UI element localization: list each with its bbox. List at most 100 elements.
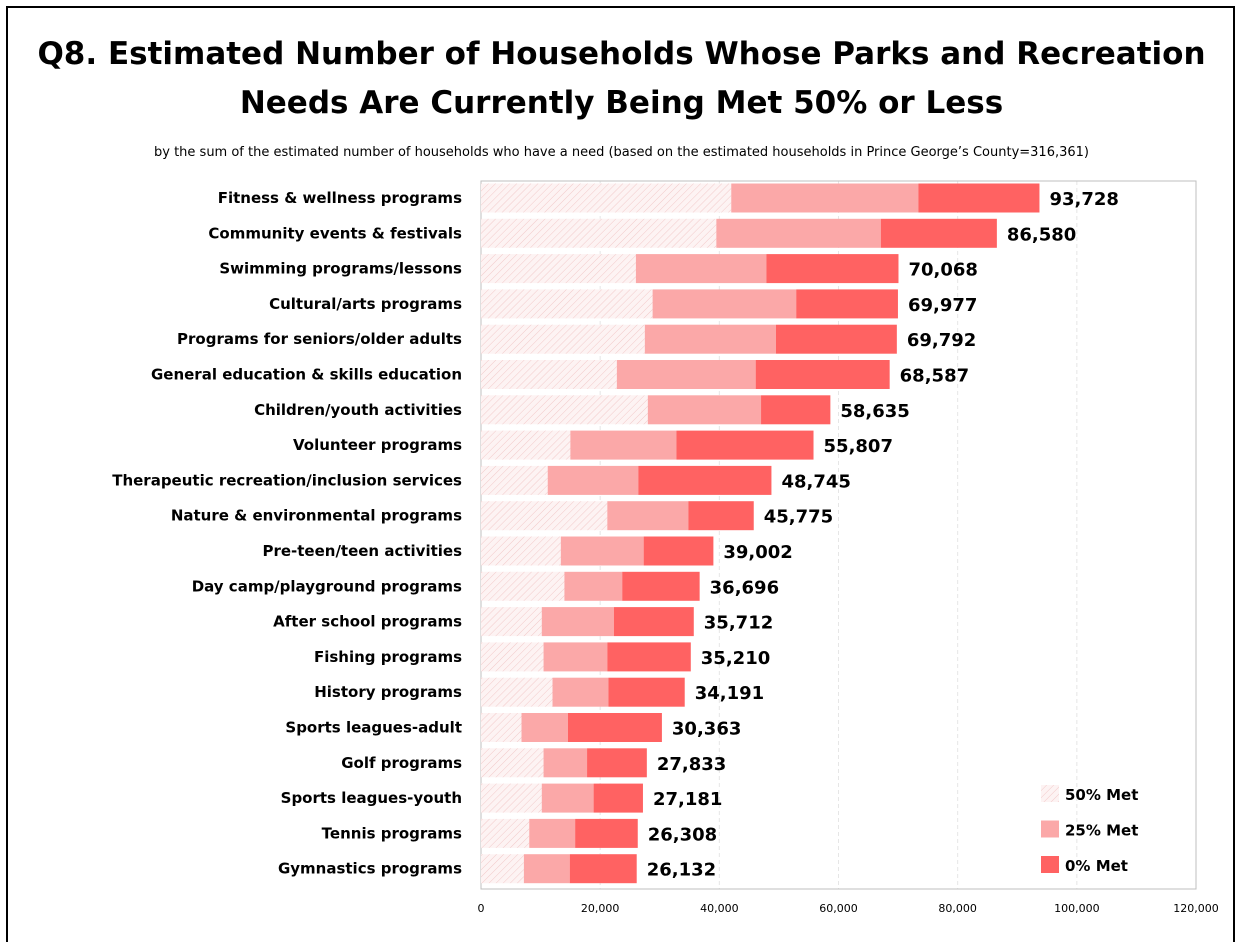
bar-50-met <box>481 713 522 742</box>
bar-25-met <box>552 677 609 707</box>
category-label: General education & skills education <box>151 366 462 384</box>
bar-25-met <box>607 501 689 531</box>
bar-25-met <box>560 536 644 566</box>
bar-50-met <box>481 465 548 495</box>
bar-50-met <box>481 677 553 707</box>
category-label: Nature & environmental programs <box>171 507 462 525</box>
category-label: Children/youth activities <box>254 401 462 419</box>
bar-25-met <box>521 713 568 742</box>
bar-0-met <box>918 183 1040 213</box>
bar-25-met <box>543 748 588 778</box>
category-label: Cultural/arts programs <box>269 295 462 313</box>
category-label: Pre-teen/teen activities <box>262 542 462 560</box>
total-value-label: 26,132 <box>647 860 716 881</box>
total-value-label: 30,363 <box>672 719 741 740</box>
total-value-label: 45,775 <box>764 507 833 528</box>
legend-swatch-0-met <box>1041 856 1059 873</box>
bar-25-met <box>523 854 570 884</box>
bar-0-met <box>607 642 691 672</box>
bar-0-met <box>575 818 638 848</box>
category-label: Therapeutic recreation/inclusion service… <box>112 471 462 489</box>
chart-subtitle: by the sum of the estimated number of ho… <box>154 145 1089 160</box>
bar-50-met <box>481 254 636 284</box>
category-label: Gymnastics programs <box>278 860 462 878</box>
bar-0-met <box>880 218 997 248</box>
bar-50-met <box>481 642 544 672</box>
category-label: Sports leagues-youth <box>281 789 462 807</box>
category-label: Programs for seniors/older adults <box>177 330 462 348</box>
bar-0-met <box>638 465 772 495</box>
bar-25-met <box>644 324 776 354</box>
total-value-label: 48,745 <box>781 471 850 492</box>
bar-50-met <box>481 854 524 884</box>
bar-50-met <box>481 501 608 531</box>
bar-0-met <box>796 289 898 319</box>
bar-50-met <box>481 395 648 425</box>
total-value-label: 93,728 <box>1049 189 1118 210</box>
x-axis-ticks: 0 20,000 40,000 60,000 80,000 100,000 120,000 <box>478 902 1219 915</box>
bar-0-met <box>569 854 637 884</box>
bar-50-met <box>481 324 645 354</box>
total-value-label: 55,807 <box>824 436 893 457</box>
bar-50-met <box>481 430 571 460</box>
total-labels: 93,728 86,580 70,068 69,977 69,792 68,587 58,6… <box>647 189 1119 881</box>
total-value-label: 68,587 <box>900 366 969 387</box>
bar-0-met <box>587 748 647 778</box>
x-tick-label: 20,000 <box>581 902 620 915</box>
total-value-label: 39,002 <box>723 542 792 563</box>
total-value-label: 34,191 <box>695 683 764 704</box>
chart-title: Q8. Estimated Number of Households Whose… <box>37 36 1206 121</box>
legend-label: 25% Met <box>1065 822 1138 840</box>
category-label: Fishing programs <box>314 648 462 666</box>
bar-0-met <box>593 783 643 813</box>
bar-50-met <box>481 818 530 848</box>
bar-50-met <box>481 607 542 637</box>
x-tick-label: 120,000 <box>1173 902 1219 915</box>
total-value-label: 70,068 <box>908 260 977 281</box>
category-label: Fitness & wellness programs <box>218 189 462 207</box>
x-tick-label: 60,000 <box>819 902 858 915</box>
total-value-label: 35,210 <box>701 648 770 669</box>
bar-25-met <box>543 642 608 672</box>
bar-50-met <box>481 571 565 601</box>
bar-50-met <box>481 536 561 566</box>
bar-0-met <box>766 254 899 284</box>
bar-25-met <box>541 607 614 637</box>
category-label: Swimming programs/lessons <box>219 260 462 278</box>
bar-0-met <box>643 536 714 566</box>
legend-label: 0% Met <box>1065 857 1128 875</box>
bar-25-met <box>716 218 881 248</box>
total-value-label: 69,792 <box>907 330 976 351</box>
total-value-label: 27,181 <box>653 789 722 810</box>
category-label: Community events & festivals <box>208 224 462 242</box>
plot-area-border <box>480 180 1197 890</box>
x-tick-label: 0 <box>478 902 485 915</box>
total-value-label: 69,977 <box>908 295 977 316</box>
bar-25-met <box>529 818 576 848</box>
bar-25-met <box>570 430 677 460</box>
bar-50-met <box>481 360 617 389</box>
category-label: Sports leagues-adult <box>285 719 462 737</box>
bar-25-met <box>547 465 639 495</box>
bar-25-met <box>635 254 767 284</box>
category-label: Day camp/playground programs <box>192 577 462 595</box>
bar-25-met <box>731 183 919 213</box>
total-value-label: 26,308 <box>648 824 717 845</box>
x-tick-label: 100,000 <box>1054 902 1100 915</box>
category-label: After school programs <box>273 613 462 631</box>
bar-0-met <box>775 324 897 354</box>
bar-50-met <box>481 183 732 213</box>
bar-25-met <box>616 360 756 389</box>
bar-0-met <box>755 360 890 389</box>
bar-0-met <box>761 395 831 425</box>
total-value-label: 58,635 <box>840 401 909 422</box>
category-label: Volunteer programs <box>293 436 462 454</box>
bar-25-met <box>564 571 623 601</box>
total-value-label: 35,712 <box>704 613 773 634</box>
bars <box>481 183 1040 884</box>
bar-25-met <box>647 395 762 425</box>
bar-25-met <box>652 289 797 319</box>
legend-swatch-50-met <box>1041 785 1059 802</box>
total-value-label: 27,833 <box>657 754 726 775</box>
